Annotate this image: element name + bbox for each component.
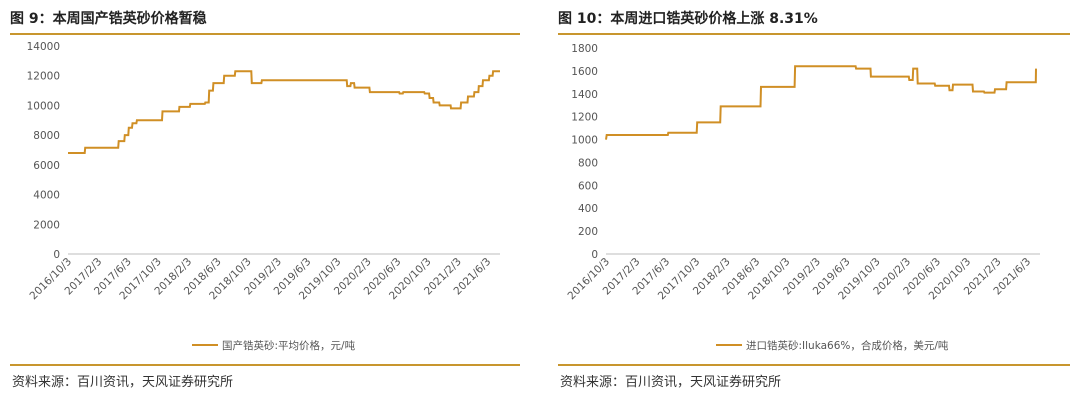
y-tick-label: 14000 [27, 41, 60, 53]
line-chart-domestic: 0 2000 4000 6000 8000 10000 12000 14000 2016/10/… [27, 41, 500, 352]
line-chart-imported: 0 200 400 600 800 1000 1200 1400 1600 1800 2016/10… [566, 43, 1040, 352]
right-panel: 图 10：本周进口锆英砂价格上涨 8.31% 0 200 400 600 800 1000… [548, 0, 1080, 400]
title-divider [558, 33, 1070, 35]
y-tick-label: 8000 [33, 130, 60, 142]
y-tick-label: 0 [591, 249, 598, 261]
y-tick-label: 0 [53, 249, 60, 261]
chart-title: 图 10：本周进口锆英砂价格上涨 8.31% [558, 11, 818, 27]
series-line [605, 65, 1037, 140]
source-note: 资料来源：百川资讯，天风证券研究所 [12, 375, 234, 390]
y-tick-label: 200 [578, 226, 598, 238]
y-tick-label: 1400 [571, 89, 598, 101]
y-tick-label: 400 [578, 203, 598, 215]
y-tick-label: 1800 [571, 43, 598, 55]
y-tick-label: 1000 [571, 135, 598, 147]
y-tick-label: 1200 [571, 112, 598, 124]
legend-label: 进口锆英砂:Iluka66%，合成价格，美元/吨 [746, 339, 949, 352]
source-divider [10, 364, 520, 366]
y-tick-label: 4000 [33, 190, 60, 202]
y-tick-label: 10000 [27, 100, 60, 112]
y-tick-label: 6000 [33, 160, 60, 172]
legend-label: 国产锆英砂:平均价格，元/吨 [222, 339, 356, 352]
y-tick-label: 800 [578, 157, 598, 169]
left-panel: 图 9：本周国产锆英砂价格暂稳 0 2000 4000 6000 8000 10000 12… [0, 0, 530, 400]
y-tick-label: 600 [578, 180, 598, 192]
source-note: 资料来源：百川资讯，天风证券研究所 [560, 375, 782, 390]
chart-title: 图 9：本周国产锆英砂价格暂稳 [10, 11, 207, 27]
y-tick-label: 2000 [33, 219, 60, 231]
y-tick-label: 1600 [571, 66, 598, 78]
series-line [68, 70, 500, 154]
x-tick-label: 2016/10/3 [28, 256, 75, 303]
title-divider [10, 33, 520, 35]
y-tick-label: 12000 [27, 71, 60, 83]
x-tick-label: 2016/10/3 [566, 256, 613, 303]
source-divider [558, 364, 1070, 366]
